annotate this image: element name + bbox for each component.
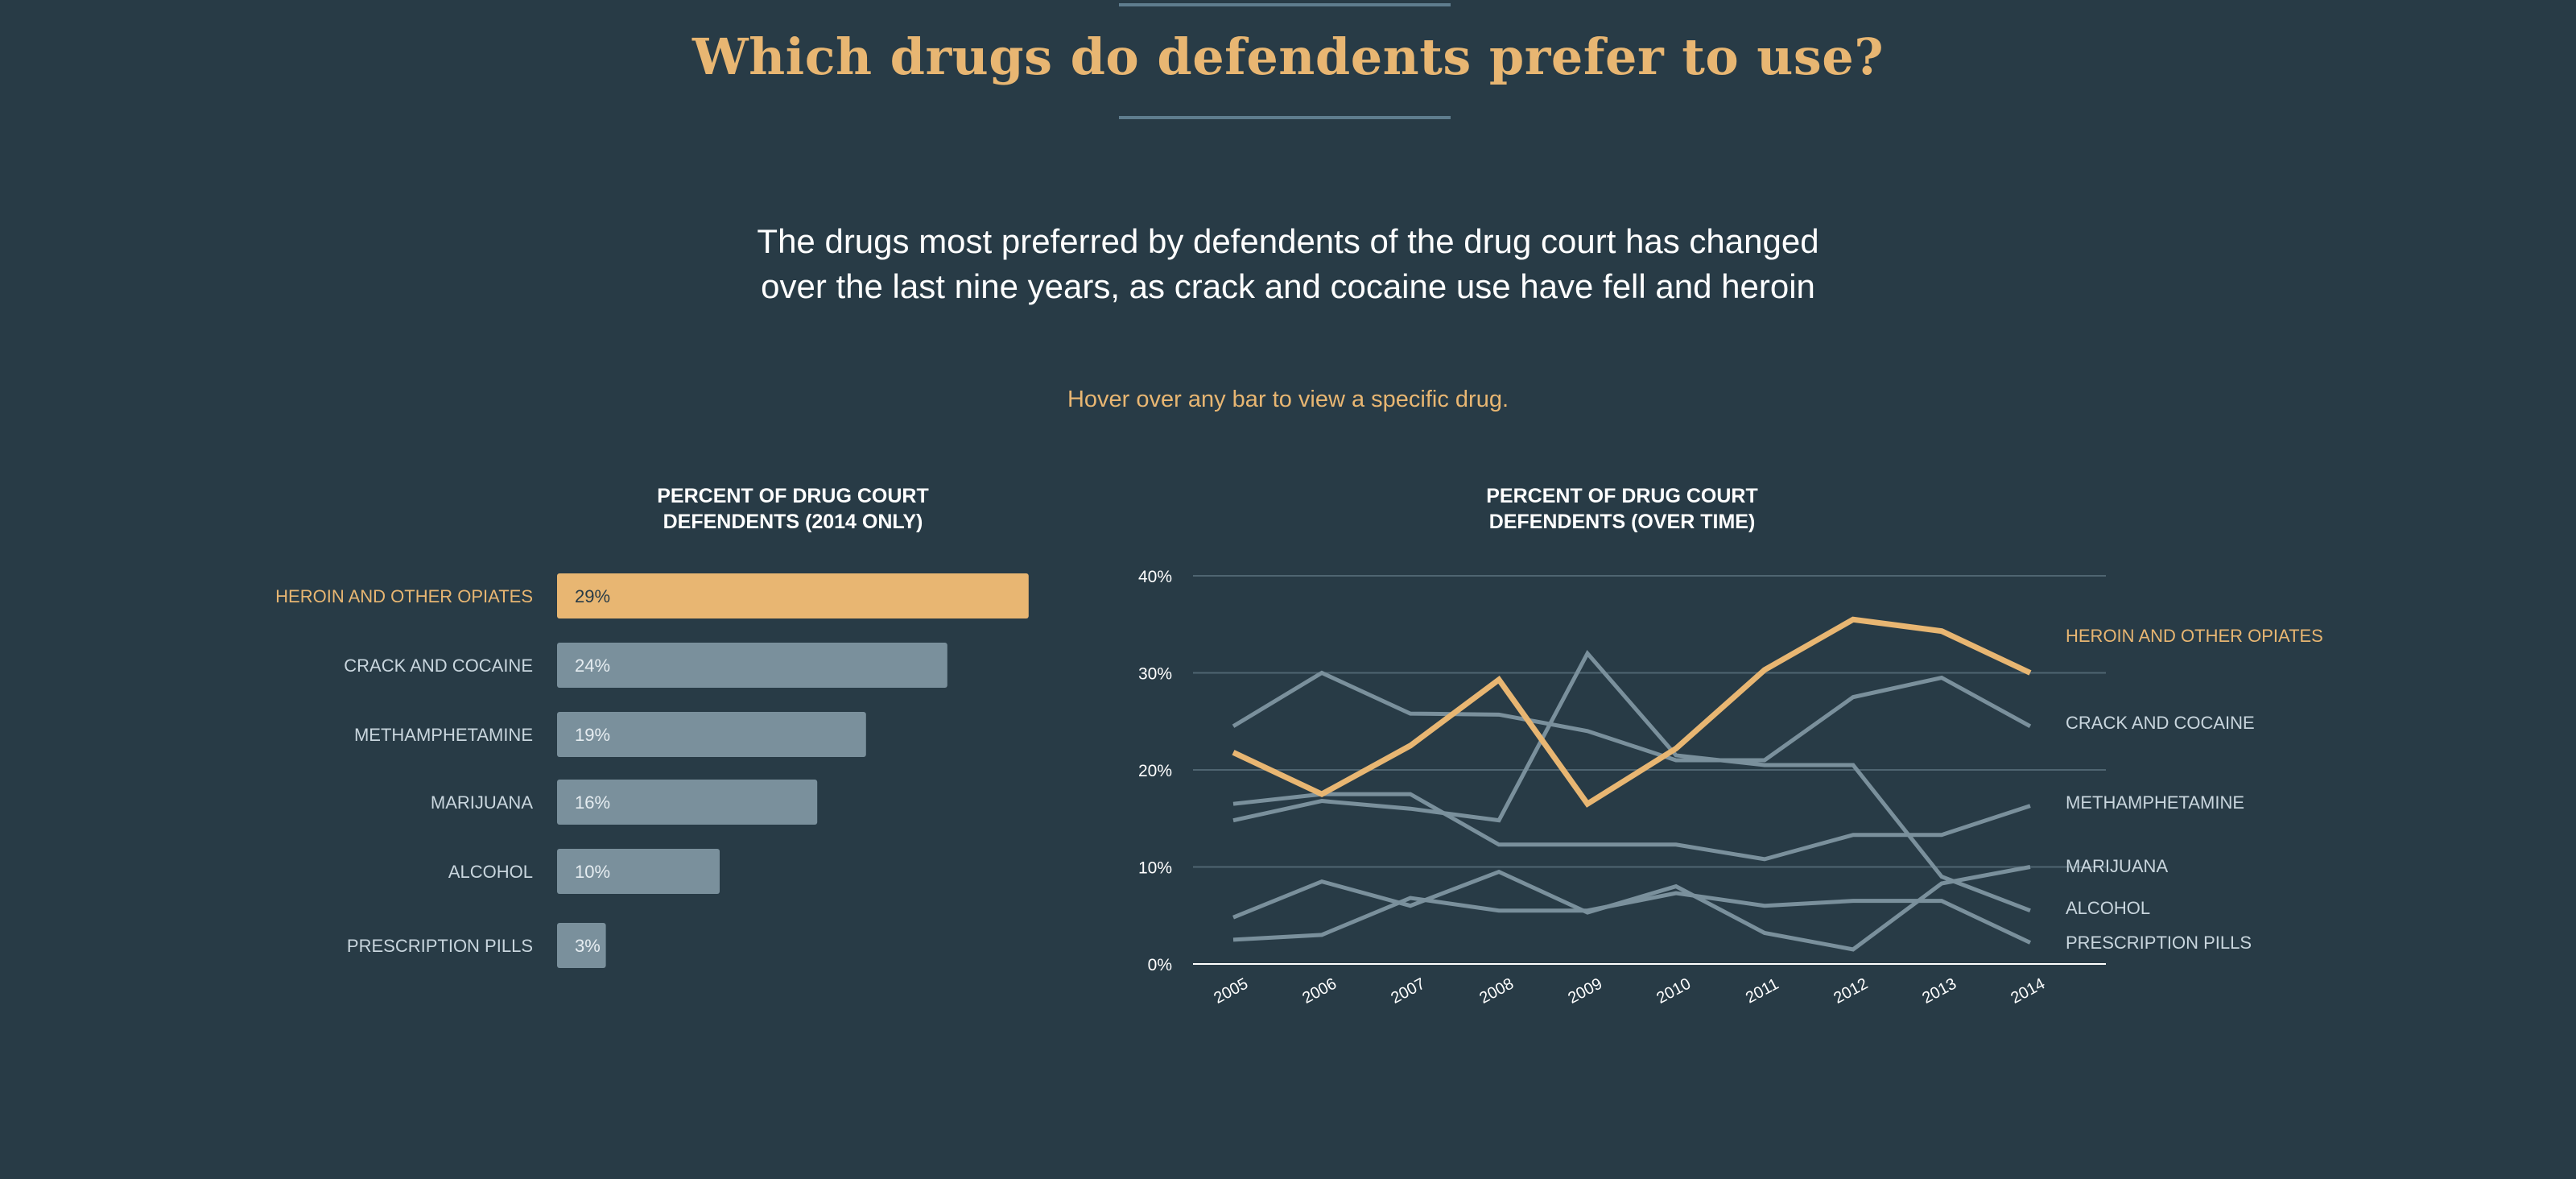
end-label-alcohol: ALCOHOL xyxy=(2066,898,2150,918)
line-chart-title-line-1: PERCENT OF DRUG COURT xyxy=(1486,485,1758,507)
y-tick-label-10: 10% xyxy=(1138,859,1172,878)
bar-chart: HEROIN AND OTHER OPIATES 29% CRACK AND COC… xyxy=(275,573,1029,968)
bar-label-heroin-and-other-opiates: HEROIN AND OTHER OPIATES xyxy=(275,586,533,606)
end-label-marijuana: MARIJUANA xyxy=(2066,856,2168,876)
y-tick-label-30: 30% xyxy=(1138,665,1172,684)
end-label-prescription-pills: PRESCRIPTION PILLS xyxy=(2066,933,2252,953)
hover-hint: Hover over any bar to view a specific dr… xyxy=(1067,387,1509,412)
bar-chart-title: PERCENT OF DRUG COURT DEFENDENTS (2014 O… xyxy=(551,483,1034,535)
intro-line-1: The drugs most preferred by defendents o… xyxy=(757,222,1819,260)
line-chart: 0% 10% 20% 30% 40% 2005 2006 2007 2008 2009 2010 20… xyxy=(1138,568,2323,1007)
bar-label-marijuana: MARIJUANA xyxy=(431,792,533,813)
title-rule-bottom xyxy=(1119,116,1451,119)
bar-label-alcohol: ALCOHOL xyxy=(448,862,533,882)
x-tick-label-2008: 2008 xyxy=(1476,975,1517,1007)
bar-value-marijuana: 16% xyxy=(575,792,610,813)
line-chart-title-line-2: DEFENDENTS (OVER TIME) xyxy=(1488,511,1756,533)
series-line-methamphetamine[interactable] xyxy=(1232,792,2031,862)
bar-label-prescription-pills: PRESCRIPTION PILLS xyxy=(347,936,533,956)
x-tick-label-2013: 2013 xyxy=(1919,975,1959,1007)
series-line-heroin-and-other-opiates[interactable] xyxy=(1232,616,2032,808)
bar-marijuana[interactable] xyxy=(557,780,818,825)
bar-prescription-pills[interactable] xyxy=(557,923,606,968)
bar-heroin-and-other-opiates[interactable] xyxy=(557,573,1029,618)
end-label-heroin-and-other-opiates: HEROIN AND OTHER OPIATES xyxy=(2066,626,2323,646)
x-tick-label-2006: 2006 xyxy=(1299,975,1340,1007)
x-tick-label-2007: 2007 xyxy=(1388,975,1428,1007)
intro-line-2: over the last nine years, as crack and c… xyxy=(761,267,1815,305)
bar-chart-title-line-1: PERCENT OF DRUG COURT xyxy=(657,485,929,507)
bar-label-crack-and-cocaine: CRACK AND COCAINE xyxy=(344,656,533,676)
bar-value-methamphetamine: 19% xyxy=(575,725,610,745)
end-label-crack-and-cocaine: CRACK AND COCAINE xyxy=(2066,713,2255,733)
y-tick-label-0: 0% xyxy=(1148,956,1172,974)
x-tick-label-2009: 2009 xyxy=(1565,975,1605,1007)
title-rule-top xyxy=(1119,3,1451,6)
page-title: Which drugs do defendents prefer to use? xyxy=(691,27,1885,86)
x-tick-label-2012: 2012 xyxy=(1831,975,1871,1007)
x-tick-label-2010: 2010 xyxy=(1653,975,1694,1007)
end-label-methamphetamine: METHAMPHETAMINE xyxy=(2066,792,2244,813)
bar-value-alcohol: 10% xyxy=(575,862,610,882)
bar-value-crack-and-cocaine: 24% xyxy=(575,656,610,676)
series-line-prescription-pills[interactable] xyxy=(1232,650,2031,913)
series-line-crack-and-cocaine[interactable] xyxy=(1232,670,2032,763)
series-line-alcohol[interactable] xyxy=(1232,865,2031,952)
bar-crack-and-cocaine[interactable] xyxy=(557,643,947,688)
bar-methamphetamine[interactable] xyxy=(557,712,866,757)
x-tick-label-2005: 2005 xyxy=(1211,975,1251,1007)
x-tick-label-2011: 2011 xyxy=(1743,975,1781,1007)
line-chart-title: PERCENT OF DRUG COURT DEFENDENTS (OVER T… xyxy=(1381,483,1864,535)
y-tick-label-20: 20% xyxy=(1138,762,1172,780)
series-line-marijuana[interactable] xyxy=(1232,891,2032,945)
intro-text: The drugs most preferred by defendents o… xyxy=(0,219,2576,309)
bar-alcohol[interactable] xyxy=(557,849,720,894)
x-tick-label-2014: 2014 xyxy=(2008,975,2048,1007)
bar-label-methamphetamine: METHAMPHETAMINE xyxy=(354,725,533,745)
bar-value-heroin-and-other-opiates: 29% xyxy=(575,586,610,606)
y-tick-label-40: 40% xyxy=(1138,568,1172,586)
bar-value-prescription-pills: 3% xyxy=(575,936,601,956)
bar-chart-title-line-2: DEFENDENTS (2014 ONLY) xyxy=(663,511,923,533)
